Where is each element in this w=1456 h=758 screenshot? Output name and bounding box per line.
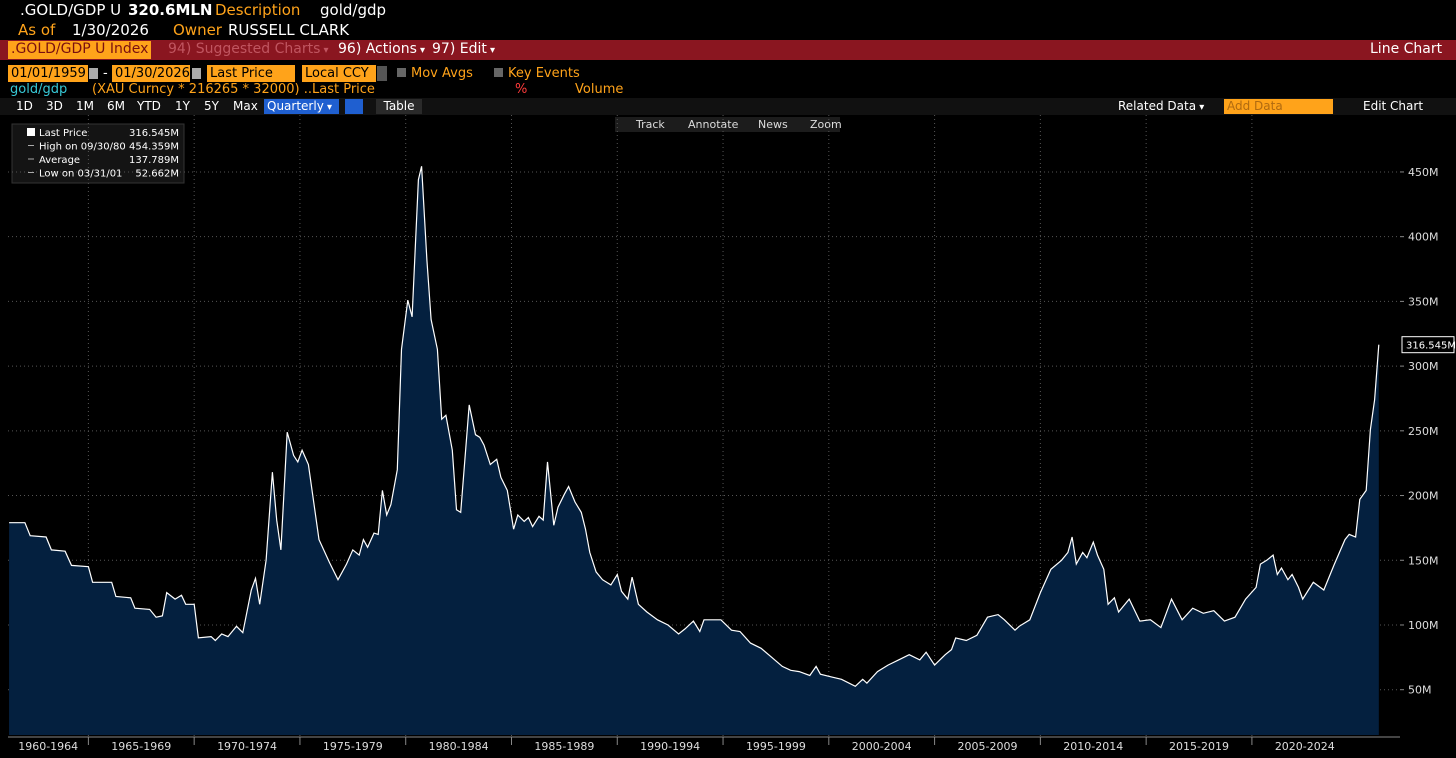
- x-tick-label: 2010-2014: [1063, 740, 1123, 753]
- chart-tool: Track: [635, 118, 665, 131]
- legend-value: 52.662M: [135, 169, 179, 180]
- x-tick-label: 2020-2024: [1275, 740, 1335, 753]
- volume-toggle[interactable]: Volume: [575, 82, 624, 97]
- period-button[interactable]: 1D: [16, 99, 33, 113]
- y-tick-label: 200M: [1408, 490, 1439, 503]
- percent-toggle[interactable]: %: [515, 82, 528, 97]
- toolbar: [0, 98, 1456, 115]
- legend-label: Last Price: [39, 128, 87, 139]
- x-tick-label: 2015-2019: [1169, 740, 1229, 753]
- field-select[interactable]: Last Price: [207, 65, 295, 82]
- related-data[interactable]: Related Data: [1115, 99, 1207, 114]
- legend-swatch: [27, 128, 35, 136]
- ticker: .GOLD/GDP U: [20, 1, 122, 19]
- legend-box: [11, 123, 185, 184]
- x-tick-label: 2005-2009: [957, 740, 1017, 753]
- x-tick-label: 1995-1999: [746, 740, 806, 753]
- dropdown-button[interactable]: [377, 66, 387, 81]
- chart-tool: Zoom: [810, 118, 842, 131]
- y-tick-label: 100M: [1408, 619, 1439, 632]
- legend-label: High on 09/30/80: [39, 142, 126, 153]
- label: Owner: [173, 21, 222, 39]
- period-button[interactable]: 1M: [76, 99, 94, 113]
- y-tick-label: 400M: [1408, 231, 1439, 244]
- label: As of: [18, 21, 56, 39]
- menu-item[interactable]: 97) Edit: [432, 41, 495, 57]
- chart-tools-bar: [615, 117, 840, 132]
- period-button[interactable]: Max: [233, 99, 258, 113]
- edit-chart[interactable]: Edit Chart: [1363, 99, 1424, 113]
- y-tick-label: 350M: [1408, 295, 1439, 308]
- menu-item[interactable]: 94) Suggested Charts: [168, 41, 329, 57]
- chart-type[interactable]: Line Chart: [1370, 41, 1443, 57]
- study-name: gold/gdp: [10, 82, 68, 97]
- end-date[interactable]: 01/30/2026: [112, 65, 190, 82]
- owner: RUSSELL CLARK: [228, 21, 350, 39]
- x-tick-label: 1985-1989: [534, 740, 594, 753]
- y-tick-label: 50M: [1408, 684, 1432, 697]
- legend-value: 316.545M: [129, 128, 179, 139]
- last-value-tag: [1401, 336, 1455, 354]
- x-tick-label: 1970-1974: [217, 740, 277, 753]
- chart-tool: Annotate: [688, 118, 739, 131]
- option-checkbox[interactable]: Key Events: [494, 65, 580, 82]
- label: Description: [215, 1, 301, 19]
- x-tick-label: 1990-1994: [640, 740, 700, 753]
- study-formula: (XAU Curncy * 216265 * 32000) ...: [92, 82, 317, 97]
- chart: Track Annotate News Zoom 50M 100M 150M 200M 250M…: [8, 115, 1456, 753]
- last-value: 320.6MLN: [128, 1, 213, 19]
- legend-label: Low on 03/31/01: [39, 169, 122, 180]
- table-button[interactable]: Table: [376, 99, 422, 114]
- period-button[interactable]: 3D: [46, 99, 63, 113]
- chart-tool: News: [758, 118, 788, 131]
- menu-item[interactable]: 96) Actions: [338, 41, 425, 57]
- x-tick-label: 2000-2004: [852, 740, 912, 753]
- period-button[interactable]: 1Y: [175, 99, 190, 113]
- legend-label: Average: [39, 155, 80, 166]
- date-separator: -: [103, 66, 108, 81]
- as-of-date: 1/30/2026: [72, 21, 149, 39]
- y-tick-label: 250M: [1408, 425, 1439, 438]
- calendar-icon[interactable]: [192, 68, 201, 79]
- x-tick-label: 1960-1964: [18, 740, 78, 753]
- chart-style-icon[interactable]: [345, 99, 363, 114]
- calendar-icon[interactable]: [89, 68, 98, 79]
- option-checkbox[interactable]: Mov Avgs: [397, 65, 473, 82]
- start-date[interactable]: 01/01/1959: [8, 65, 88, 82]
- security-field[interactable]: .GOLD/GDP U Index: [8, 41, 152, 59]
- add-data-input[interactable]: Add Data: [1224, 99, 1333, 114]
- frequency-select[interactable]: Quarterly: [264, 99, 339, 114]
- period-button[interactable]: YTD: [137, 99, 161, 113]
- description: gold/gdp: [320, 1, 387, 19]
- last-value-label: 316.545M: [1406, 341, 1456, 352]
- area: [9, 166, 1379, 736]
- x-tick-label: 1980-1984: [429, 740, 489, 753]
- y-tick-label: 150M: [1408, 554, 1439, 567]
- currency-select[interactable]: Local CCY: [302, 65, 376, 82]
- y-tick-label: 300M: [1408, 360, 1439, 373]
- y-tick-label: 450M: [1408, 166, 1439, 179]
- legend-value: 137.789M: [129, 155, 179, 166]
- period-button[interactable]: 5Y: [204, 99, 219, 113]
- period-button[interactable]: 6M: [107, 99, 125, 113]
- line: [9, 166, 1380, 688]
- legend-value: 454.359M: [129, 142, 179, 153]
- study-field: Last Price: [312, 82, 375, 97]
- x-tick-label: 1975-1979: [323, 740, 383, 753]
- x-tick-label: 1965-1969: [111, 740, 171, 753]
